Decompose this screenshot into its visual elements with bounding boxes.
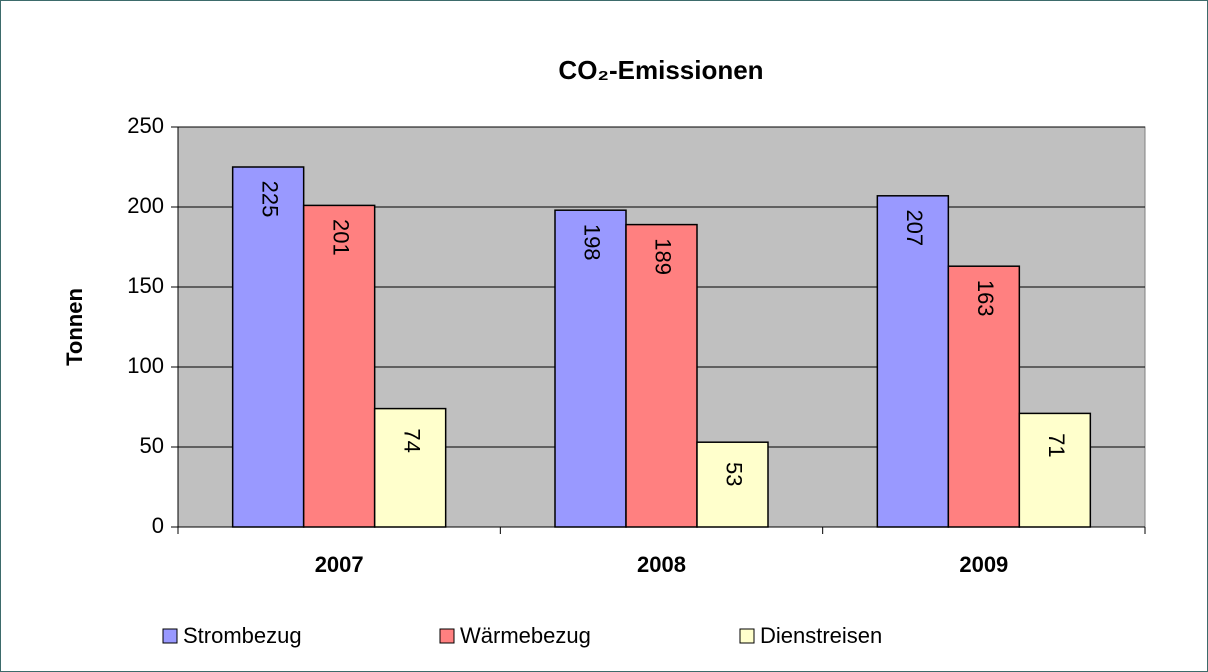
y-tick-label: 200 <box>127 193 164 218</box>
bar <box>1018 412 1092 528</box>
bar <box>554 209 627 528</box>
bar <box>696 441 769 528</box>
y-tick-label: 150 <box>127 273 164 298</box>
value-label: 198 <box>580 224 605 261</box>
y-tick-label: 0 <box>152 513 164 538</box>
legend-swatch <box>739 628 755 644</box>
legend-swatch <box>162 628 178 644</box>
x-tick-label: 2009 <box>959 552 1008 577</box>
bar <box>876 195 950 528</box>
value-label: 225 <box>257 181 282 218</box>
bar <box>625 223 698 528</box>
value-label: 74 <box>399 428 424 452</box>
y-tick-label: 250 <box>127 113 164 138</box>
value-label: 207 <box>902 209 927 246</box>
value-label: 71 <box>1044 433 1069 457</box>
bar <box>373 407 447 528</box>
chart-title: CO₂-Emissionen <box>558 55 763 85</box>
y-axis-label: Tonnen <box>62 288 87 366</box>
legend-label: Wärmebezug <box>460 623 591 648</box>
value-label: 201 <box>328 219 353 256</box>
y-tick-label: 50 <box>140 433 164 458</box>
bar <box>231 166 305 528</box>
value-label: 53 <box>722 462 747 486</box>
legend-label: Dienstreisen <box>760 623 882 648</box>
bar <box>947 265 1021 528</box>
bar <box>302 204 376 528</box>
x-tick-label: 2008 <box>637 552 686 577</box>
legend-swatch <box>439 628 455 644</box>
legend-label: Strombezug <box>183 623 302 648</box>
x-tick-label: 2007 <box>315 552 364 577</box>
y-tick-label: 100 <box>127 353 164 378</box>
value-label: 189 <box>651 238 676 275</box>
value-label: 163 <box>973 280 998 317</box>
